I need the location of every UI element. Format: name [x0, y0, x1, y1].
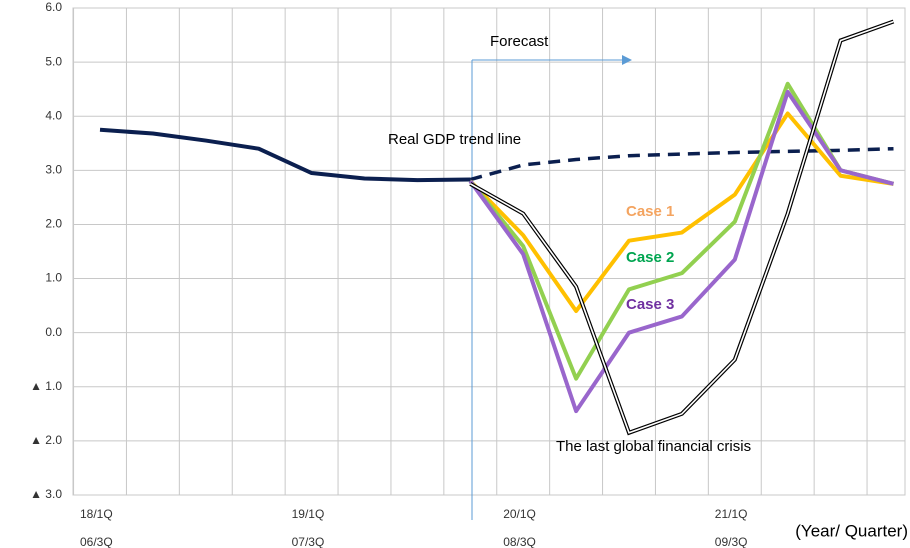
series-label: Case 2: [626, 249, 674, 266]
series-label: Case 3: [626, 296, 674, 313]
y-tick-label: 5.0: [45, 54, 62, 68]
series-label: Real GDP trend line: [388, 131, 521, 148]
x-tick-label: 20/1Q: [503, 507, 536, 521]
y-tick-label: 0.0: [45, 325, 62, 339]
series-label: The last global financial crisis: [556, 438, 751, 455]
x-tick-label-secondary: 08/3Q: [503, 535, 536, 548]
series-line: [468, 111, 894, 314]
x-tick-label: 19/1Q: [292, 507, 325, 521]
y-tick-label: ▲ 1.0: [30, 379, 62, 393]
forecast-arrowhead: [622, 55, 632, 65]
x-tick-label: 21/1Q: [715, 507, 748, 521]
series-line: [468, 89, 894, 414]
series-line: [99, 127, 471, 183]
x-tick-label: 18/1Q: [80, 507, 113, 521]
x-tick-label-secondary: 07/3Q: [292, 535, 325, 548]
x-tick-label-secondary: 09/3Q: [715, 535, 748, 548]
y-tick-label: 3.0: [45, 163, 62, 177]
series-label: Case 1: [626, 203, 674, 220]
y-tick-label: ▲ 3.0: [30, 487, 62, 501]
forecast-label: Forecast: [490, 33, 549, 50]
y-tick-label: ▲ 2.0: [30, 433, 62, 447]
y-tick-label: 4.0: [45, 108, 62, 122]
series-line-inner: [469, 20, 894, 434]
x-tick-label-secondary: 06/3Q: [80, 535, 113, 548]
y-tick-label: 6.0: [45, 0, 62, 14]
x-axis-label: (Year/ Quarter): [795, 521, 908, 540]
plot-frame: [72, 7, 906, 496]
y-tick-label: 2.0: [45, 217, 62, 231]
y-tick-label: 1.0: [45, 271, 62, 285]
